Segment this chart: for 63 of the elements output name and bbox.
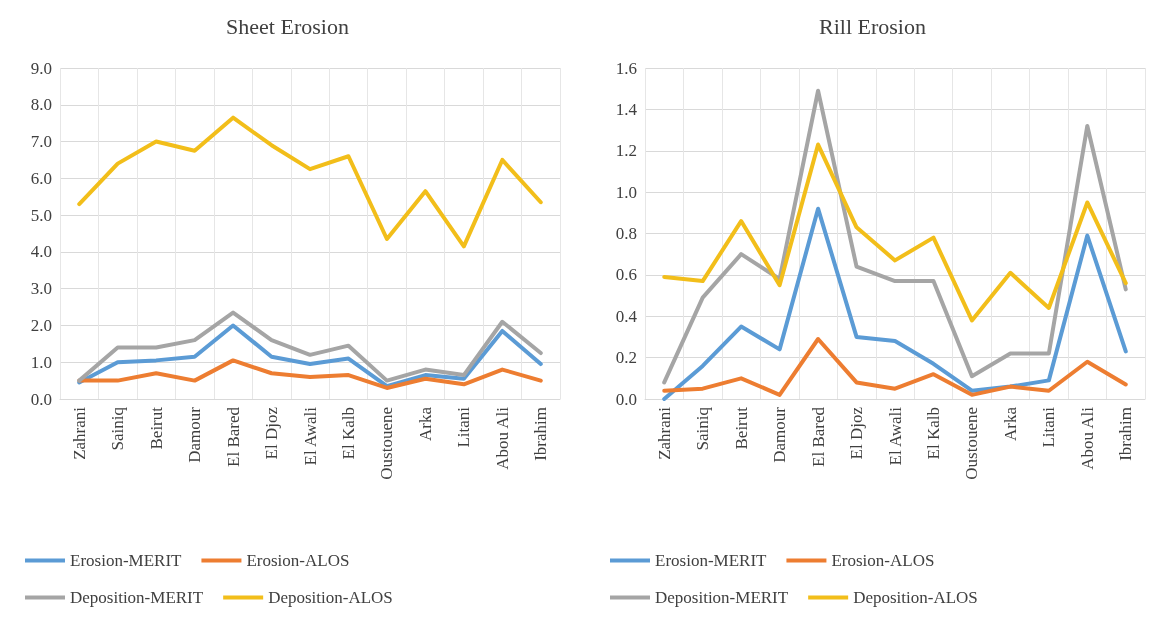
x-tick-label: El Djoz [847,406,867,460]
x-tick-label: Damour [770,406,790,463]
y-tick-label: 7.0 [30,132,52,152]
x-tick-label: El Bared [223,406,243,467]
y-tick-label: 1.4 [615,99,638,119]
line-series [662,88,1128,385]
line-series [662,337,1128,397]
x-tick-label: Litani [1039,406,1059,448]
line-series [77,115,543,249]
line-series [77,310,543,383]
x-tick-label: Abou Ali [1077,406,1097,470]
y-tick-label: 3.0 [30,279,52,299]
x-tick-label: El Awali [885,406,905,466]
x-tick-label: Litani [454,406,474,448]
x-tick-label: Sainiq [693,406,713,451]
x-tick-label: Damour [185,406,205,463]
line-series [662,206,1128,401]
y-tick-label: 0.8 [615,224,637,243]
x-tick-label: Beirut [731,406,751,450]
y-tick-label: 2.0 [30,315,52,335]
x-tick-label: Oustouene [377,407,397,480]
y-tick-label: 0.0 [30,389,52,409]
y-tick-label: 1.2 [615,141,637,161]
legend-label: Deposition-ALOS [853,588,978,607]
legend-label: Erosion-ALOS [246,551,350,570]
line-series [662,142,1128,323]
legend-label: Erosion-ALOS [831,551,935,570]
legend-label: Deposition-ALOS [268,588,393,607]
y-tick-label: 0.2 [615,348,637,368]
y-tick-label: 0.6 [615,265,637,285]
chart-title: Rill Erosion [819,13,926,39]
x-tick-label: El Djoz [262,406,282,460]
x-tick-label: Zahrani [654,406,674,460]
y-tick-label: 0.4 [615,306,638,326]
x-tick-label: El Bared [808,406,828,467]
x-tick-label: Arka [415,406,435,441]
x-tick-label: Ibrahim [531,407,551,461]
x-tick-label: Oustouene [962,407,982,480]
legend-label: Erosion-MERIT [70,551,183,570]
y-tick-label: 6.0 [30,168,52,188]
y-tick-label: 5.0 [30,205,52,225]
y-tick-label: 0.0 [615,389,637,409]
x-tick-label: Abou Ali [492,406,512,470]
y-tick-label: 1.6 [615,58,637,78]
line-series [77,323,543,389]
legend-label: Deposition-MERIT [655,588,789,607]
y-tick-label: 9.0 [30,58,52,78]
legend-label: Erosion-MERIT [655,551,768,570]
x-tick-label: Zahrani [69,406,89,460]
x-tick-label: Sainiq [108,406,128,451]
y-tick-label: 1.0 [30,352,52,372]
y-tick-label: 1.0 [615,182,637,202]
legend-label: Deposition-MERIT [70,588,204,607]
x-tick-label: Beirut [146,406,166,450]
line-series [77,358,543,390]
x-tick-label: Ibrahim [1116,407,1136,461]
y-tick-label: 8.0 [30,95,52,115]
x-tick-label: El Kalb [923,407,943,460]
x-tick-label: El Kalb [338,407,358,460]
chart-title: Sheet Erosion [226,13,349,39]
y-tick-label: 4.0 [30,242,52,262]
x-tick-label: El Awali [300,406,320,466]
x-tick-label: Arka [1000,406,1020,441]
